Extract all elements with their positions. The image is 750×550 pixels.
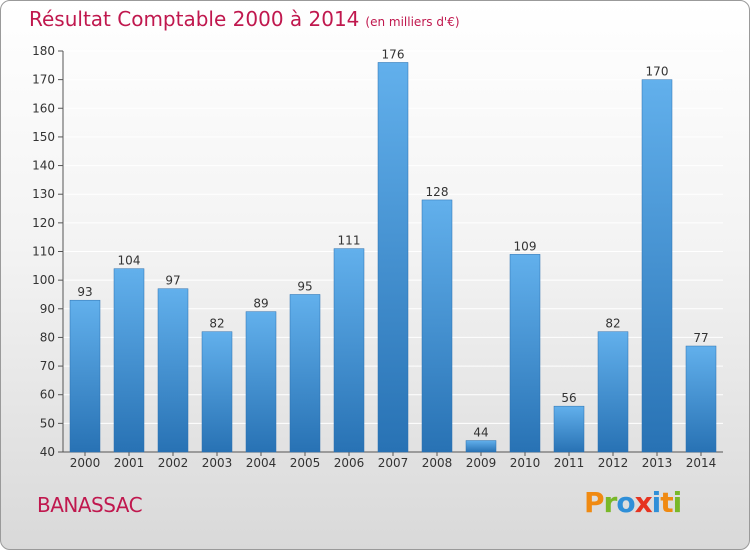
data-label: 44: [473, 426, 488, 440]
data-label: 176: [382, 47, 405, 61]
bar: [553, 405, 585, 453]
data-label: 95: [297, 279, 312, 293]
y-tick-label: 80: [40, 330, 55, 344]
x-tick-label: 2004: [246, 456, 277, 470]
data-label: 82: [605, 317, 620, 331]
data-label: 111: [338, 234, 361, 248]
bar: [509, 254, 541, 453]
logo-letter: i: [672, 486, 683, 519]
bar: [465, 440, 497, 453]
x-tick-label: 2007: [378, 456, 409, 470]
y-tick-label: 50: [40, 416, 55, 430]
data-label: 77: [693, 331, 708, 345]
y-tick-label: 130: [32, 187, 55, 201]
x-tick-label: 2010: [510, 456, 541, 470]
y-tick-label: 70: [40, 359, 55, 373]
bar: [421, 199, 453, 453]
chart-title: Résultat Comptable 2000 à 2014 (en millie…: [29, 7, 460, 31]
logo-letter: i: [651, 486, 662, 519]
y-tick-label: 140: [32, 159, 55, 173]
data-label: 82: [209, 317, 224, 331]
bar: [685, 345, 717, 453]
data-labels: 93 104 97 82 89 95 111 176 128 44 109 56 82 170 77: [77, 47, 708, 439]
x-tick-label: 2001: [114, 456, 145, 470]
x-tick-label: 2011: [554, 456, 585, 470]
x-tick-label: 2009: [466, 456, 497, 470]
y-tick-label: 40: [40, 445, 55, 459]
bar: [113, 268, 145, 453]
x-tick-label: 2014: [686, 456, 717, 470]
bar: [289, 294, 321, 453]
y-tick-label: 60: [40, 388, 55, 402]
y-tick-label: 100: [32, 273, 55, 287]
logo-letter: x: [634, 486, 653, 519]
x-tick-label: 2012: [598, 456, 629, 470]
proxiti-logo[interactable]: Proxiti: [584, 486, 683, 519]
bar: [333, 248, 365, 453]
data-label: 56: [561, 391, 576, 405]
bar: [377, 62, 409, 453]
data-label: 89: [253, 297, 268, 311]
x-tick-label: 2008: [422, 456, 453, 470]
bar: [201, 331, 233, 453]
logo-letter: o: [616, 486, 635, 519]
y-tick-label: 110: [32, 245, 55, 259]
data-label: 170: [646, 65, 669, 79]
data-label: 104: [118, 254, 141, 268]
x-tick-label: 2006: [334, 456, 365, 470]
bars: [69, 62, 717, 453]
logo-letter: t: [660, 486, 673, 519]
x-tick-label: 2002: [158, 456, 189, 470]
x-tick-label: 2005: [290, 456, 321, 470]
bar: [597, 331, 629, 453]
y-tick-label: 150: [32, 130, 55, 144]
data-label: 109: [514, 239, 537, 253]
data-label: 97: [165, 274, 180, 288]
data-label: 128: [426, 185, 449, 199]
commune-name: BANASSAC: [37, 493, 143, 517]
chart-subtitle: (en milliers d'€): [365, 15, 460, 29]
y-tick-label: 90: [40, 302, 55, 316]
y-tick-label: 120: [32, 216, 55, 230]
x-tick-label: 2000: [70, 456, 101, 470]
bar: [69, 299, 101, 453]
data-label: 93: [77, 285, 92, 299]
logo-letter: r: [603, 486, 618, 519]
y-tick-label: 170: [32, 73, 55, 87]
x-tick-label: 2003: [202, 456, 233, 470]
y-tick-label: 180: [32, 44, 55, 58]
bar: [157, 288, 189, 453]
x-tick-label: 2013: [642, 456, 673, 470]
bar: [641, 79, 673, 453]
logo-letter: P: [584, 486, 605, 519]
bar: [245, 311, 277, 453]
y-tick-label: 160: [32, 101, 55, 115]
